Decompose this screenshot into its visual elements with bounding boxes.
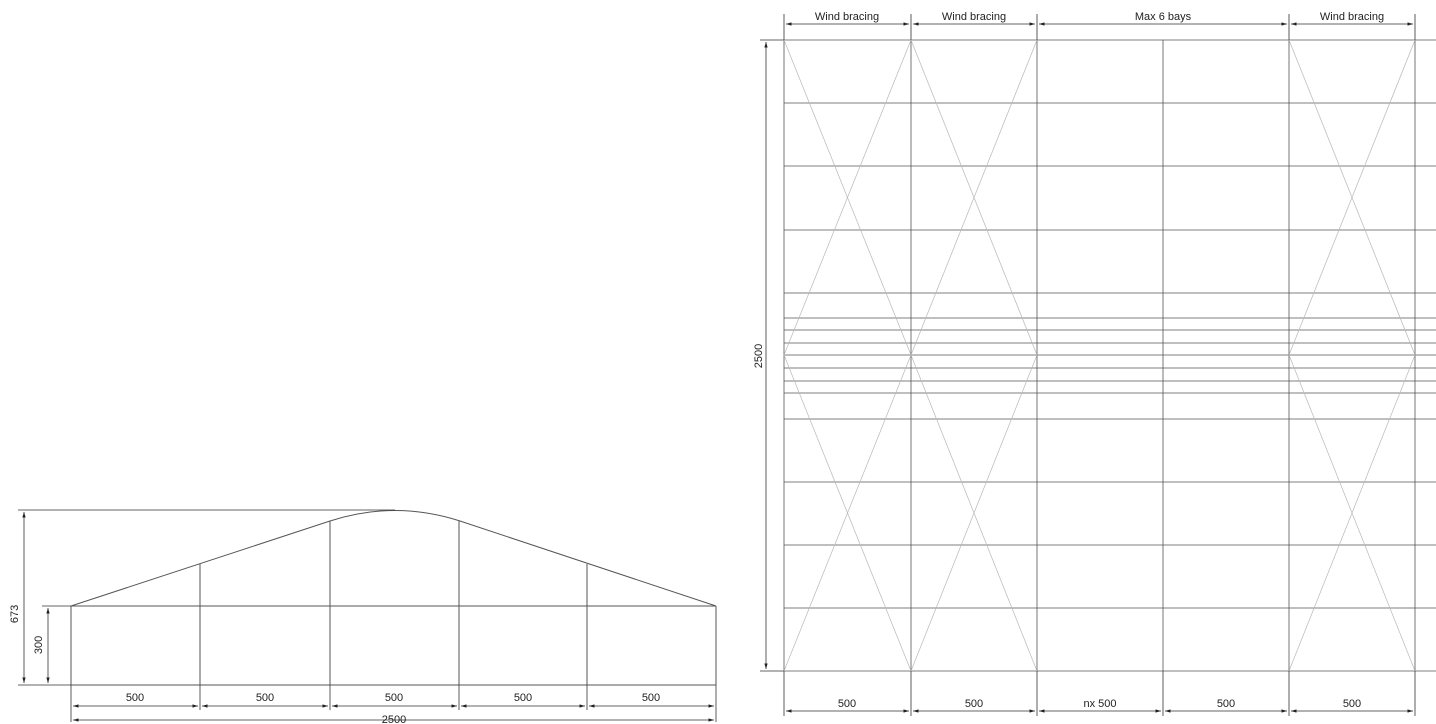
plan-grid [783, 39, 1436, 672]
bay-label: 500 [385, 692, 403, 704]
total-width-label: 2500 [382, 714, 406, 724]
bracing-diagonal [910, 39, 1038, 356]
plan-bay-label: 500 [838, 698, 856, 710]
bay-label: 500 [514, 692, 532, 704]
depth-label: 2500 [753, 344, 765, 368]
elevation-height-dimensions [18, 509, 395, 686]
bracing-diagonal [910, 354, 1038, 672]
plan-header-dimensions [783, 14, 1416, 40]
bracing-diagonal [783, 39, 912, 356]
plan-bottom-dimensions [783, 671, 1416, 716]
wind-bracing-label: Wind bracing [1320, 11, 1384, 23]
plan-bay-label: 500 [1343, 698, 1361, 710]
plan-wind-bracing [783, 39, 1416, 672]
height-side-label: 300 [33, 636, 45, 654]
plan-bay-label: 500 [1217, 698, 1235, 710]
bay-label: 500 [642, 692, 660, 704]
elevation-width-dimensions [70, 685, 717, 722]
max-bays-label: Max 6 bays [1135, 11, 1192, 23]
bracing-diagonal [1288, 354, 1416, 672]
plan-bay-label: nx 500 [1083, 698, 1116, 710]
wind-bracing-label: Wind bracing [942, 11, 1006, 23]
bay-label: 500 [256, 692, 274, 704]
elevation-roof-profile [70, 510, 717, 607]
bay-label: 500 [126, 692, 144, 704]
front-elevation [70, 510, 717, 686]
plan-bay-label: 500 [965, 698, 983, 710]
bracing-diagonal [783, 354, 912, 672]
plan-depth-dimension [760, 39, 784, 672]
wind-bracing-label: Wind bracing [815, 11, 879, 23]
bracing-diagonal [1288, 39, 1416, 356]
height-total-label: 673 [9, 605, 21, 623]
